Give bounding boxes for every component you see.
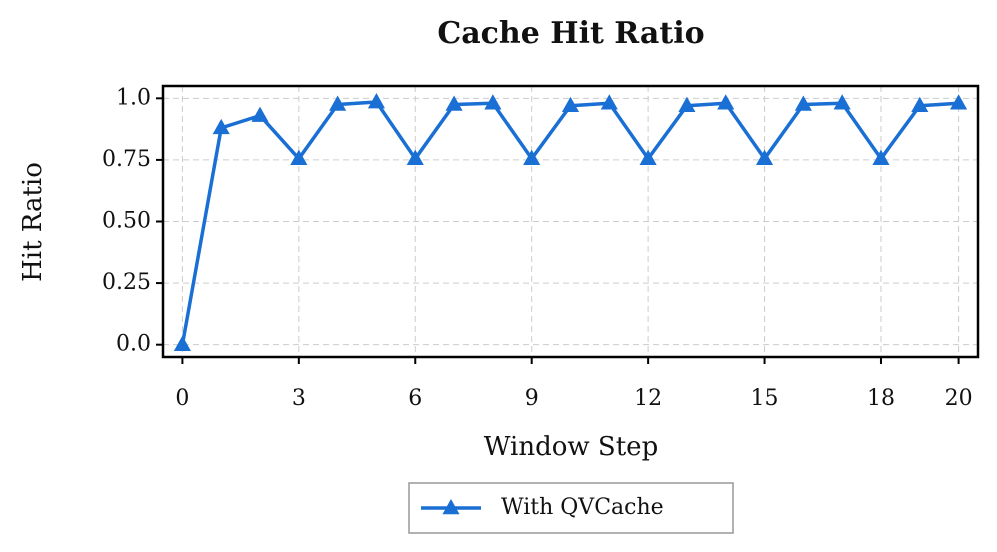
data-point — [678, 96, 696, 113]
data-point — [950, 94, 968, 110]
x-tick-label: 0 — [175, 386, 189, 411]
data-point — [794, 95, 812, 111]
data-point — [290, 149, 308, 165]
x-tick-label: 15 — [751, 386, 779, 411]
y-tick-label: 1.0 — [116, 85, 151, 110]
data-point — [561, 96, 580, 113]
x-tick-label: 20 — [945, 386, 973, 411]
data-point — [911, 96, 929, 113]
data-point — [600, 94, 618, 110]
y-tick-label: 0.0 — [116, 332, 151, 357]
data-point — [367, 93, 386, 109]
y-tick-label: 0.25 — [102, 270, 151, 295]
data-point — [755, 149, 774, 165]
y-tick-label: 0.75 — [102, 147, 151, 172]
data-point — [251, 106, 269, 122]
data-point — [523, 149, 541, 165]
x-axis-label: Window Step — [484, 432, 658, 462]
data-point — [445, 95, 463, 111]
x-tick-label: 3 — [292, 386, 306, 411]
data-point — [173, 335, 191, 351]
x-tick-label: 9 — [525, 386, 539, 411]
data-point — [484, 94, 502, 110]
data-point — [639, 149, 657, 165]
y-axis-label: Hit Ratio — [18, 162, 48, 282]
data-point — [872, 149, 890, 165]
legend-marker — [442, 499, 460, 515]
plot-frame — [161, 84, 980, 359]
data-point — [329, 95, 347, 111]
data-point — [212, 118, 230, 135]
x-tick-label: 6 — [408, 386, 422, 411]
y-tick-label: 0.50 — [102, 209, 151, 234]
x-tick-label: 12 — [634, 386, 662, 411]
data-point — [717, 94, 735, 110]
data-point — [833, 94, 851, 110]
data-point — [406, 149, 424, 165]
legend-label: With QVCache — [501, 495, 664, 520]
chart-title: Cache Hit Ratio — [437, 16, 704, 51]
x-tick-label: 18 — [867, 386, 895, 411]
